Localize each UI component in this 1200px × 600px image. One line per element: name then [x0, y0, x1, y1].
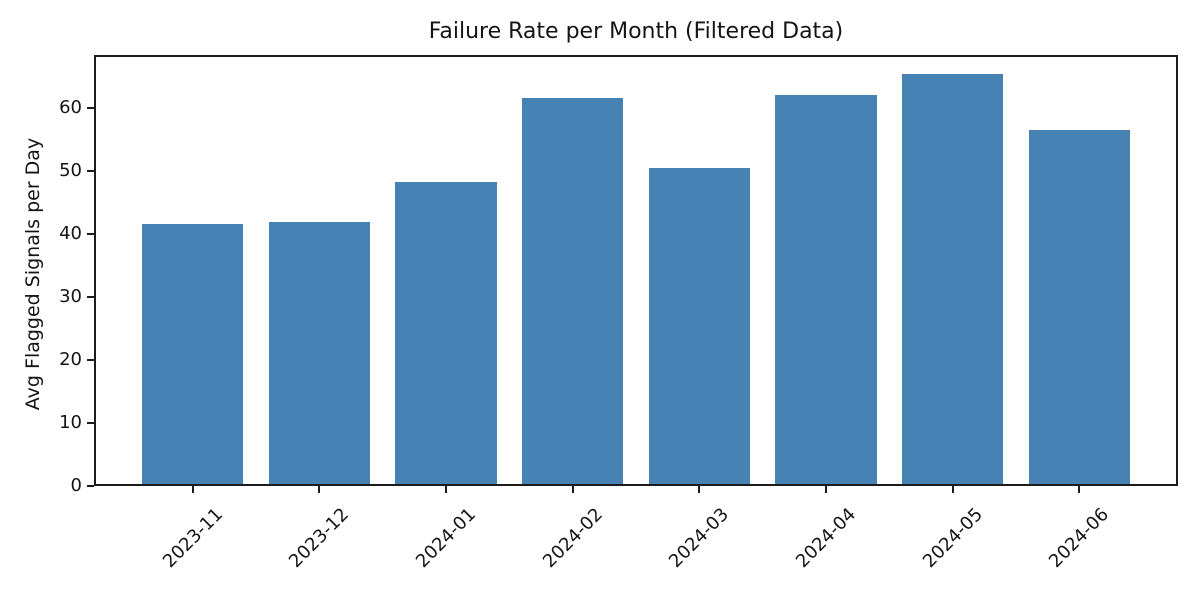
- x-tick-label: 2024-01: [412, 503, 481, 573]
- y-tick-mark: [87, 485, 94, 487]
- bar-2024-04: [775, 95, 877, 484]
- x-tick-mark: [698, 486, 701, 493]
- x-tick-label: 2024-03: [665, 503, 734, 573]
- x-tick-mark: [824, 486, 827, 493]
- x-tick-mark: [191, 486, 194, 493]
- x-tick-label: 2024-05: [918, 503, 987, 573]
- y-tick-mark: [87, 232, 94, 235]
- y-tick-mark: [87, 169, 94, 172]
- chart-title: Failure Rate per Month (Filtered Data): [428, 19, 844, 44]
- bar-2023-12: [268, 222, 371, 484]
- plot-area: [94, 55, 1178, 486]
- bar-2024-06: [1028, 130, 1130, 484]
- y-tick-mark: [87, 358, 94, 361]
- y-tick-label: 50: [59, 159, 82, 181]
- y-tick-label: 40: [59, 222, 82, 244]
- y-tick-label: 20: [59, 348, 82, 370]
- y-tick-mark: [87, 421, 94, 424]
- x-tick-label: 2023-12: [285, 503, 354, 573]
- x-tick-mark: [571, 486, 574, 493]
- bar-2024-01: [395, 182, 497, 484]
- y-tick-mark: [87, 106, 94, 109]
- bar-2023-11: [142, 224, 244, 484]
- x-tick-label: 2024-04: [791, 503, 860, 573]
- x-tick-mark: [951, 486, 954, 493]
- x-tick-mark: [445, 486, 448, 493]
- x-tick-label: 2023-11: [158, 503, 227, 573]
- x-tick-mark: [318, 486, 321, 493]
- x-tick-mark: [1078, 486, 1081, 493]
- y-tick-mark: [87, 295, 94, 298]
- x-tick-label: 2024-02: [538, 503, 607, 573]
- y-tick-label: 0: [70, 475, 82, 496]
- bar-2024-02: [522, 98, 624, 484]
- y-tick-label: 10: [59, 411, 82, 433]
- y-tick-label: 60: [59, 96, 82, 118]
- bar-2024-05: [901, 74, 1004, 484]
- bar-2024-03: [648, 168, 750, 484]
- x-tick-label: 2024-06: [1045, 503, 1114, 573]
- y-tick-label: 30: [59, 285, 82, 307]
